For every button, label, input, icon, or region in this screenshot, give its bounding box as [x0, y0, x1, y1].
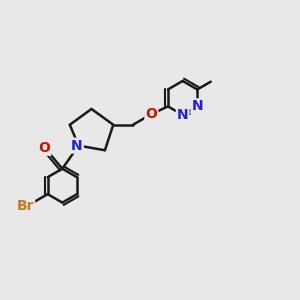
Text: O: O — [39, 141, 50, 155]
Text: N: N — [71, 139, 83, 153]
Text: N: N — [191, 99, 203, 113]
Text: Br: Br — [16, 199, 34, 213]
Text: N: N — [177, 108, 188, 122]
Text: O: O — [146, 107, 157, 121]
